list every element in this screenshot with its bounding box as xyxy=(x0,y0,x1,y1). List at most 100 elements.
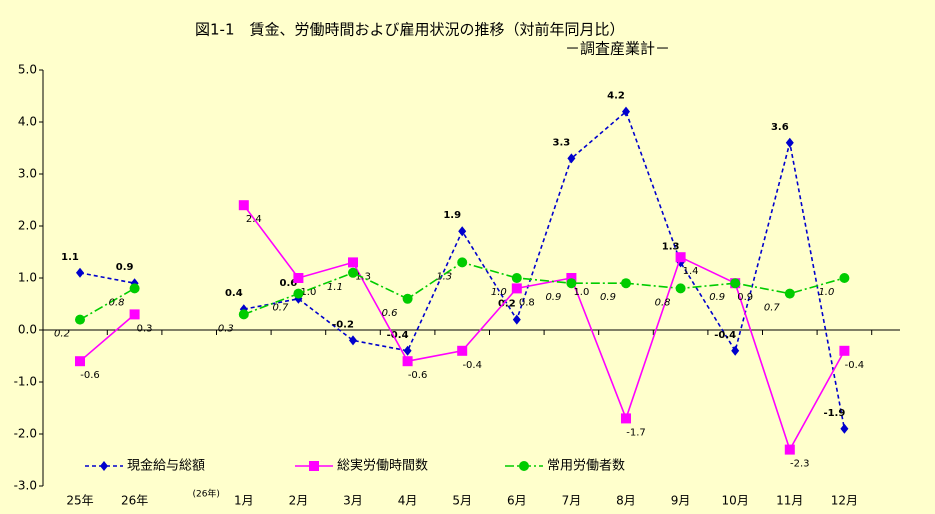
value-label: 1.4 xyxy=(683,266,699,277)
marker xyxy=(402,356,413,367)
value-label: -0.4 xyxy=(845,360,865,371)
value-label: 0.9 xyxy=(737,292,753,303)
value-label: 1.9 xyxy=(443,210,461,221)
marker xyxy=(784,288,795,299)
x-tick-label: 9月 xyxy=(671,494,691,508)
marker xyxy=(348,267,358,278)
series-line xyxy=(79,110,846,429)
y-tick-label: 1.0 xyxy=(18,271,37,285)
x-tick-label: 12月 xyxy=(831,494,858,508)
value-label: 0.9 xyxy=(709,292,725,303)
marker xyxy=(457,257,468,268)
value-label: 1.3 xyxy=(436,271,452,282)
value-label: 0.2 xyxy=(54,329,70,340)
value-label: 3.3 xyxy=(553,137,571,148)
value-label: 1.3 xyxy=(662,241,680,252)
value-label: 0.4 xyxy=(225,288,243,299)
value-label: -1.7 xyxy=(626,427,646,438)
marker xyxy=(129,283,140,294)
value-label: -0.2 xyxy=(332,319,354,330)
marker xyxy=(100,461,108,471)
value-label: 0.8 xyxy=(655,297,671,308)
value-label: 0.7 xyxy=(764,303,781,314)
x-tick-label: 11月 xyxy=(776,494,803,508)
value-label: 0.6 xyxy=(382,308,398,319)
marker xyxy=(293,273,304,283)
marker xyxy=(75,356,85,367)
value-label: 1.0 xyxy=(300,287,316,298)
x-tick-label: 25年 xyxy=(66,494,93,508)
x-tick-label: 10月 xyxy=(722,494,749,508)
value-label: -1.9 xyxy=(823,408,845,419)
marker xyxy=(566,278,577,289)
marker xyxy=(731,345,740,356)
x-tick-label: (26年) xyxy=(192,488,219,500)
marker xyxy=(402,293,413,304)
x-tick-label: 6月 xyxy=(507,494,527,508)
marker xyxy=(75,314,85,325)
x-tick-label: 26年 xyxy=(121,494,148,508)
value-label: -2.3 xyxy=(790,459,810,470)
marker xyxy=(675,252,686,263)
marker xyxy=(403,345,412,356)
legend-label: 総実労働時間数 xyxy=(337,458,428,474)
chart-title: 図1-1 賃金、労働時間および雇用状況の推移（対前年同月比） xyxy=(195,21,625,39)
chart-subtitle: －調査産業計－ xyxy=(565,40,670,58)
value-label: 2.4 xyxy=(246,214,262,225)
marker xyxy=(840,423,849,434)
value-label: 1.0 xyxy=(573,287,589,298)
value-label: 1.0 xyxy=(491,287,507,298)
value-label: 1.1 xyxy=(327,282,343,293)
marker xyxy=(622,106,630,117)
value-label: 0.8 xyxy=(109,297,125,308)
legend-label: 現金給与総額 xyxy=(127,458,205,474)
value-label: 0.3 xyxy=(137,323,153,334)
value-label: -0.4 xyxy=(462,360,482,371)
marker xyxy=(839,345,850,356)
series-line xyxy=(79,261,845,321)
value-label: -0.6 xyxy=(408,370,428,381)
value-label: 0.2 xyxy=(498,299,516,310)
value-label: 1.1 xyxy=(61,252,79,263)
y-tick-label: 5.0 xyxy=(18,63,37,77)
x-tick-label: 1月 xyxy=(234,494,254,508)
y-tick-label: -1.0 xyxy=(14,375,37,389)
value-label: 1.0 xyxy=(818,287,834,298)
x-tick-label: 3月 xyxy=(343,494,363,508)
value-label: -0.4 xyxy=(714,330,736,341)
marker xyxy=(309,461,319,471)
value-label: -0.6 xyxy=(80,370,100,381)
marker xyxy=(512,314,521,325)
value-label: -0.4 xyxy=(387,330,409,341)
x-tick-label: 8月 xyxy=(616,494,636,508)
marker xyxy=(519,461,529,471)
y-tick-label: 0.0 xyxy=(18,323,37,337)
y-tick-label: 2.0 xyxy=(18,219,37,233)
marker xyxy=(839,273,850,283)
marker xyxy=(785,137,794,148)
marker xyxy=(621,278,631,289)
y-tick-label: 4.0 xyxy=(18,115,37,129)
marker xyxy=(76,267,84,278)
marker xyxy=(675,283,686,294)
marker xyxy=(349,335,357,346)
x-tick-label: 4月 xyxy=(398,494,418,508)
value-label: 0.7 xyxy=(272,303,289,314)
x-tick-label: 2月 xyxy=(289,494,309,508)
marker xyxy=(567,153,576,164)
value-label: 0.9 xyxy=(116,262,134,273)
marker xyxy=(511,283,522,294)
marker xyxy=(458,226,467,237)
value-label: 0.9 xyxy=(545,292,561,303)
x-tick-label: 7月 xyxy=(562,494,582,508)
y-tick-label: -3.0 xyxy=(14,479,37,493)
marker xyxy=(238,309,249,320)
marker xyxy=(457,345,468,356)
value-label: 0.8 xyxy=(519,297,535,308)
marker xyxy=(566,273,577,283)
value-label: 3.6 xyxy=(771,122,789,133)
marker xyxy=(511,273,522,283)
series-line xyxy=(79,204,846,452)
legend-label: 常用労働者数 xyxy=(547,459,625,474)
marker xyxy=(348,257,358,268)
